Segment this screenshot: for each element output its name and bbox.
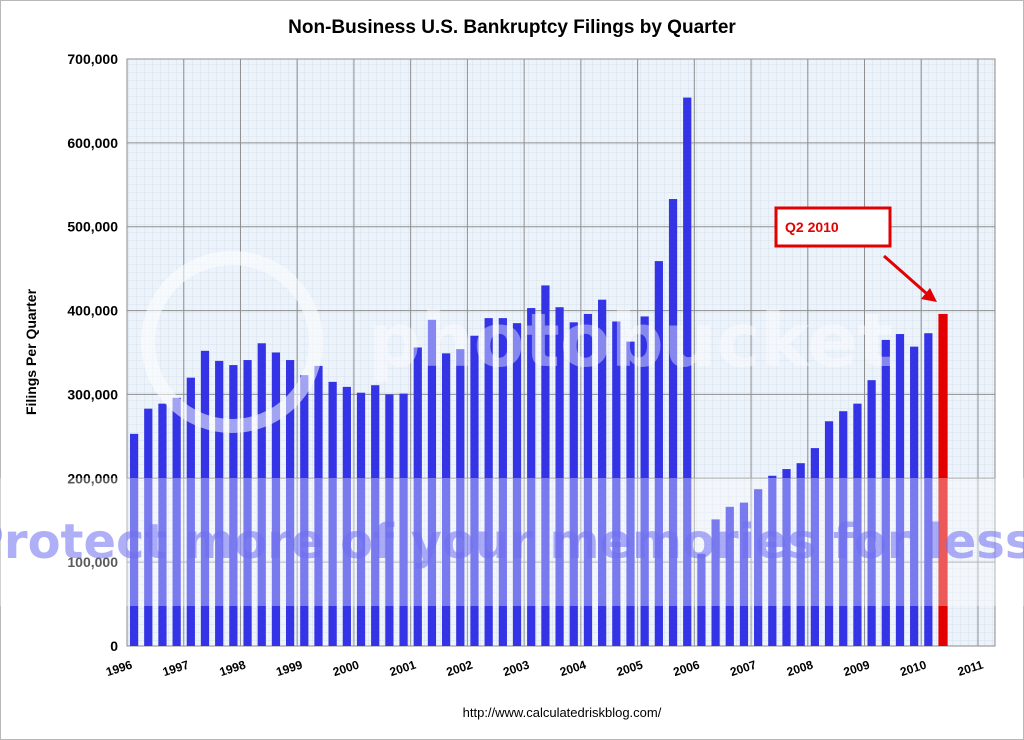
- bar: [285, 360, 295, 646]
- bar: [739, 502, 749, 646]
- bar: [853, 403, 862, 646]
- bar: [243, 360, 252, 646]
- callout-label: Q2 2010: [785, 219, 839, 235]
- bar: [697, 553, 706, 646]
- bar: [512, 323, 522, 646]
- y-tick-label: 600,000: [67, 135, 118, 151]
- source-url: http://www.calculatedriskblog.com/: [463, 705, 662, 720]
- x-tick-label: 2002: [445, 657, 475, 679]
- bar: [271, 352, 281, 646]
- bar: [385, 394, 394, 646]
- bar: [200, 350, 210, 646]
- bar: [541, 285, 550, 646]
- bar: [257, 343, 266, 646]
- x-axis-ticks: 1996 1997 1998 1999 2000 2001 2002 2003 2004 2005…: [104, 657, 985, 679]
- x-tick-label: 2007: [728, 657, 758, 679]
- bar: [129, 433, 139, 646]
- bar: [484, 318, 493, 646]
- bar: [356, 392, 366, 646]
- y-axis-ticks: 0 100,000 200,000 300,000 400,000 500,000 600,…: [67, 51, 118, 654]
- y-tick-label: 0: [110, 638, 118, 654]
- bar: [328, 381, 337, 646]
- x-tick-label: 1999: [274, 657, 304, 679]
- x-tick-label: 2011: [956, 657, 985, 678]
- bar: [910, 346, 919, 646]
- bar: [172, 397, 181, 646]
- x-tick-label: 2003: [501, 657, 531, 679]
- bar: [527, 308, 536, 646]
- bar: [839, 411, 848, 646]
- bar: [668, 199, 678, 647]
- y-tick-label: 400,000: [67, 303, 118, 319]
- bar: [881, 339, 890, 646]
- bar: [754, 489, 763, 646]
- x-tick-label: 2009: [842, 657, 872, 679]
- bar: [300, 375, 309, 646]
- x-tick-label: 1998: [218, 657, 248, 679]
- bar-highlight-q2-2010: [938, 313, 948, 646]
- y-axis-label: Filings Per Quarter: [23, 288, 39, 415]
- bar: [895, 334, 905, 646]
- bar: [144, 408, 153, 646]
- bar: [186, 377, 195, 646]
- x-tick-label: 2000: [331, 657, 361, 679]
- bar: [442, 353, 451, 646]
- bar: [725, 506, 734, 646]
- callout-arrow-line: [883, 254, 927, 295]
- bar: [413, 347, 422, 646]
- y-tick-label: 300,000: [67, 386, 118, 402]
- x-tick-label: 1997: [161, 657, 191, 679]
- bar: [768, 475, 777, 646]
- bar: [498, 318, 507, 646]
- bar: [427, 319, 437, 646]
- bar: [612, 321, 621, 646]
- bar: [924, 333, 933, 646]
- y-tick-label: 500,000: [67, 219, 118, 235]
- x-tick-label: 2001: [388, 657, 418, 679]
- bar: [824, 421, 834, 646]
- bar: [555, 307, 564, 646]
- watermark-banner: Protect more of your memories for less!: [0, 478, 1024, 606]
- bar: [683, 97, 692, 646]
- watermark-logo-text: photobucket: [368, 298, 893, 384]
- bar: [569, 322, 578, 646]
- callout-box: [774, 206, 892, 248]
- bar: [342, 386, 351, 646]
- bar: [640, 316, 649, 646]
- x-tick-label: 2004: [558, 657, 588, 679]
- bar: [456, 349, 465, 646]
- x-tick-label: 2006: [672, 657, 702, 679]
- bar: [314, 365, 323, 646]
- x-tick-label: 2008: [785, 657, 815, 679]
- watermark-banner-bg: [0, 478, 1024, 606]
- bar-series: [129, 97, 948, 647]
- bar: [782, 469, 791, 646]
- bar: [158, 403, 167, 646]
- bar: [810, 448, 819, 646]
- bar: [654, 261, 663, 646]
- bar: [399, 393, 408, 646]
- y-tick-label: 100,000: [67, 554, 118, 570]
- chart-title: Non-Business U.S. Bankruptcy Filings by …: [288, 17, 736, 38]
- q2-2010-callout: Q2 2010: [774, 206, 937, 302]
- x-tick-label: 2010: [898, 657, 928, 679]
- bar: [626, 341, 635, 646]
- bar: [867, 380, 876, 646]
- bar: [371, 385, 380, 646]
- bar: [598, 299, 607, 646]
- bar: [711, 519, 720, 646]
- bar: [229, 365, 238, 646]
- y-tick-label: 200,000: [67, 470, 118, 486]
- bar: [470, 335, 479, 646]
- callout-arrowhead: [921, 288, 937, 302]
- x-tick-label: 2005: [615, 657, 645, 679]
- watermark-logo: photobucket: [141, 251, 893, 433]
- x-tick-label: 1996: [104, 657, 134, 679]
- bar: [583, 313, 593, 646]
- bar: [796, 463, 805, 646]
- bar: [215, 360, 224, 646]
- watermark-banner-text: Protect more of your memories for less!: [0, 514, 1024, 570]
- y-tick-label: 700,000: [67, 51, 118, 67]
